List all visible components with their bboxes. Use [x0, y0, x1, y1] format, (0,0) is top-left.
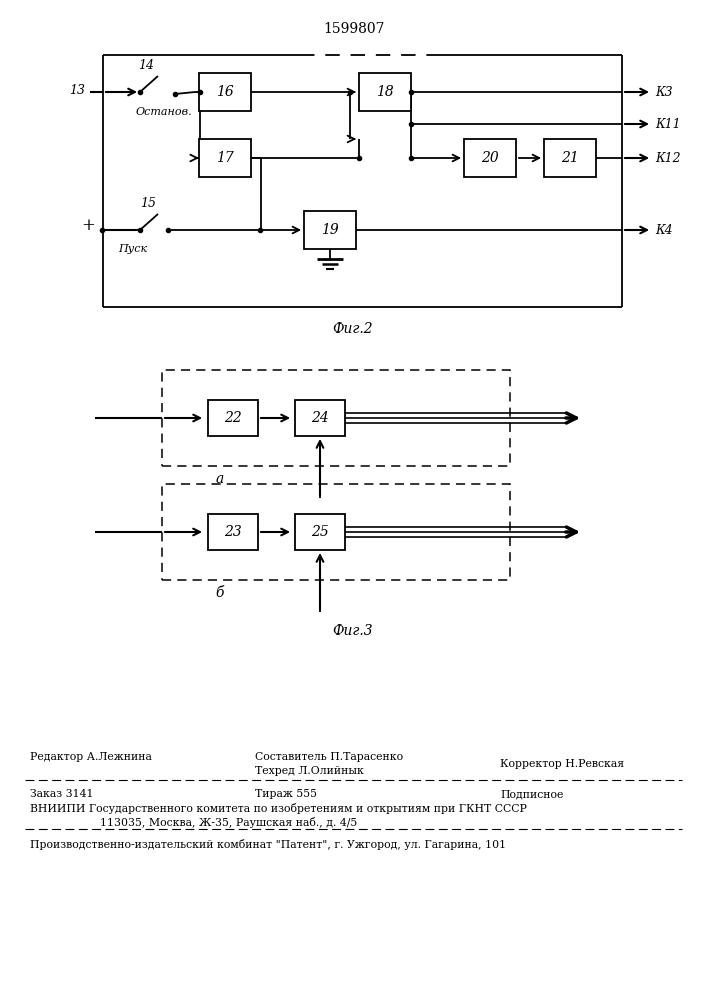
Text: Останов.: Останов. — [136, 107, 192, 117]
Text: К4: К4 — [655, 224, 672, 236]
Text: К3: К3 — [655, 86, 672, 99]
Bar — [464, 139, 516, 177]
Text: 1599807: 1599807 — [323, 22, 385, 36]
Text: Фиг.3: Фиг.3 — [333, 624, 373, 638]
Text: 21: 21 — [561, 151, 579, 165]
Bar — [544, 139, 596, 177]
Text: Подписное: Подписное — [500, 789, 563, 799]
Bar — [208, 514, 258, 550]
Text: +: + — [81, 218, 95, 234]
Text: К12: К12 — [655, 151, 681, 164]
Text: Пуск: Пуск — [118, 244, 147, 254]
Bar — [199, 73, 251, 111]
Text: 24: 24 — [311, 411, 329, 425]
Text: 13: 13 — [69, 84, 85, 97]
Text: 18: 18 — [376, 85, 394, 99]
Text: Тираж 555: Тираж 555 — [255, 789, 317, 799]
Text: 22: 22 — [224, 411, 242, 425]
Text: К11: К11 — [655, 117, 681, 130]
Text: Техред Л.Олийнык: Техред Л.Олийнык — [255, 766, 364, 776]
Bar — [199, 139, 251, 177]
Text: ВНИИПИ Государственного комитета по изобретениям и открытиям при ГКНТ СССР: ВНИИПИ Государственного комитета по изоб… — [30, 803, 527, 814]
Text: 15: 15 — [140, 197, 156, 210]
Text: 23: 23 — [224, 525, 242, 539]
Bar — [162, 370, 510, 466]
Bar — [208, 400, 258, 436]
Text: 16: 16 — [216, 85, 234, 99]
Text: 20: 20 — [481, 151, 499, 165]
Text: 113035, Москва, Ж-35, Раушская наб., д. 4/5: 113035, Москва, Ж-35, Раушская наб., д. … — [100, 817, 357, 828]
Text: Фиг.2: Фиг.2 — [333, 322, 373, 336]
Bar — [295, 400, 345, 436]
Text: Корректор Н.Ревская: Корректор Н.Ревская — [500, 759, 624, 769]
Text: Составитель П.Тарасенко: Составитель П.Тарасенко — [255, 752, 403, 762]
Bar — [162, 484, 510, 580]
Bar — [359, 73, 411, 111]
Text: 19: 19 — [321, 223, 339, 237]
Text: Производственно-издательский комбинат "Патент", г. Ужгород, ул. Гагарина, 101: Производственно-издательский комбинат "П… — [30, 839, 506, 850]
Text: б: б — [216, 586, 224, 600]
Text: а: а — [216, 472, 224, 486]
Bar — [295, 514, 345, 550]
Text: Редактор А.Лежнина: Редактор А.Лежнина — [30, 752, 152, 762]
Text: 17: 17 — [216, 151, 234, 165]
Text: Заказ 3141: Заказ 3141 — [30, 789, 93, 799]
Text: 25: 25 — [311, 525, 329, 539]
Bar — [304, 211, 356, 249]
Text: 14: 14 — [138, 59, 154, 72]
